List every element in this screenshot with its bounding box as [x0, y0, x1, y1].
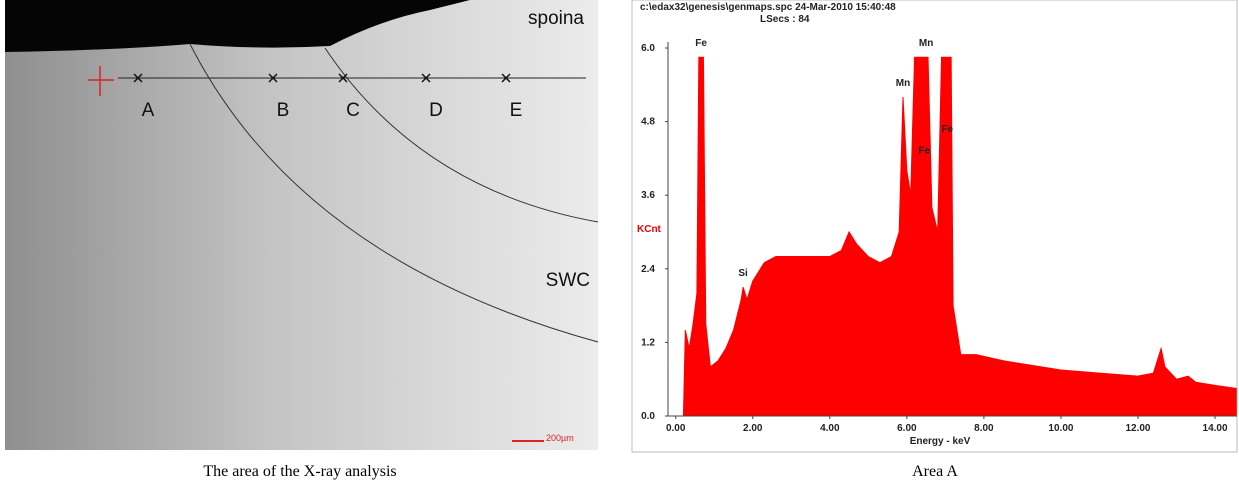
y-tick-label: 6.0: [641, 43, 655, 54]
scale-bar-label: 200µm: [546, 433, 574, 443]
region-label: SWC: [546, 270, 590, 291]
point-label: D: [429, 100, 443, 121]
boundary-line: [189, 43, 599, 343]
x-tick-label: 10.00: [1048, 423, 1073, 434]
x-tick-label: 2.00: [743, 423, 763, 434]
boundary-line: [324, 47, 599, 223]
peak-label: Fe: [918, 145, 930, 156]
points: A B C D E: [133, 73, 523, 121]
caption: The area of the X-ray analysis: [203, 463, 396, 480]
point-label: B: [277, 100, 290, 121]
chart-header: c:\edax32\genesis\genmaps.spc 24-Mar-201…: [640, 2, 896, 13]
peak-label: Mn: [919, 38, 933, 49]
x-tick-label: 8.00: [974, 423, 994, 434]
x-tick-label: 6.00: [897, 423, 917, 434]
chart-header: LSecs : 84: [760, 14, 810, 25]
crosshair: [88, 66, 114, 96]
point-marker: [421, 73, 431, 83]
point-marker: [501, 73, 511, 83]
x-tick-label: 0.00: [666, 423, 686, 434]
x-tick-label: 4.00: [820, 423, 840, 434]
y-tick-label: 1.2: [641, 337, 655, 348]
y-tick-label: 2.4: [641, 264, 655, 275]
peak-label: Si: [738, 268, 748, 279]
x-axis-label: Energy - keV: [910, 436, 971, 447]
point-marker: [133, 73, 143, 83]
y-tick-label: 0.0: [641, 411, 655, 422]
peak-label: Mn: [896, 78, 910, 89]
point-label: E: [510, 100, 523, 121]
peak-label: Fe: [941, 124, 953, 135]
y-tick-label: 3.6: [641, 190, 655, 201]
region-label: spoina: [528, 8, 584, 29]
y-tick-label: 4.8: [641, 117, 655, 128]
spectrum-area: [682, 56, 1237, 417]
y-axis-label: KCnt: [637, 224, 662, 235]
x-tick-label: 12.00: [1125, 423, 1150, 434]
x-tick-label: 14.00: [1203, 423, 1228, 434]
point-marker: [338, 73, 348, 83]
caption: Area A: [912, 463, 958, 480]
micrograph-image: [5, 0, 598, 450]
weld-region: [5, 0, 470, 52]
micrograph: 200µm spoina SWC A B C D E: [5, 0, 599, 450]
point-label: C: [346, 100, 360, 121]
point-marker: [268, 73, 278, 83]
point-label: A: [142, 100, 155, 121]
peak-label: Fe: [695, 38, 707, 49]
